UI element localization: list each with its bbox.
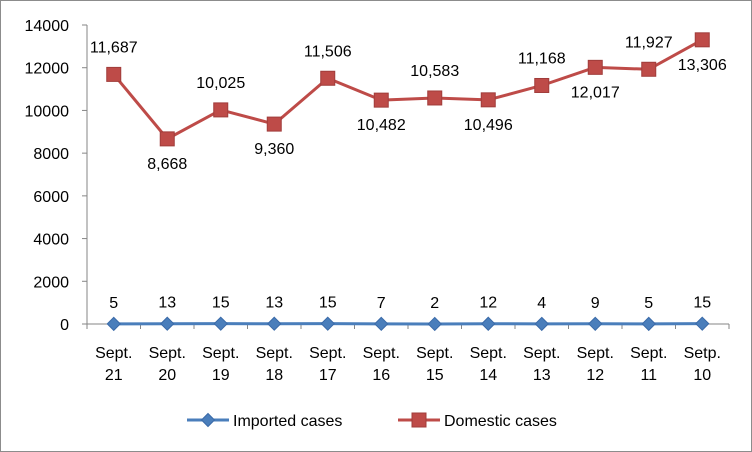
- domestic-cases-series: 11,687 8,668 10,025 9,360 11,506 10,482 10,583…: [90, 32, 727, 173]
- legend: Imported cases Domestic cases: [187, 412, 557, 430]
- legend-label: Domestic cases: [444, 413, 557, 430]
- y-tick-label: 14000: [25, 18, 70, 35]
- y-tick-label: 0: [60, 317, 69, 334]
- data-label: 5: [644, 295, 653, 312]
- data-point: [160, 316, 175, 331]
- x-tick-label: Sept. 21: [95, 345, 132, 384]
- data-point: [641, 61, 657, 77]
- imported-cases-series: 5 13 15 13 15 7 2 12 4 9 5 15: [106, 295, 711, 332]
- data-label: 10,583: [410, 63, 459, 80]
- data-point: [694, 32, 710, 48]
- data-label: 11,687: [90, 39, 138, 56]
- y-tick-label: 2000: [33, 274, 69, 291]
- x-tick-label: Sept. 18: [256, 345, 293, 384]
- y-tick-label: 12000: [25, 61, 70, 78]
- data-point: [480, 92, 496, 108]
- data-label: 10,496: [464, 117, 513, 134]
- data-point: [213, 102, 229, 118]
- data-label: 9,360: [254, 141, 294, 158]
- x-tick-label: Sept. 20: [149, 345, 186, 384]
- x-tick-label: Sept. 17: [309, 345, 346, 384]
- data-point: [374, 316, 389, 332]
- x-tick-label: Sept. 12: [577, 345, 614, 384]
- data-point: [106, 66, 122, 82]
- x-axis: Sept. 21 Sept. 20 Sept. 19 Sept. 18 Sept. 17 Sept.…: [86, 323, 730, 384]
- data-point: [534, 316, 549, 332]
- data-point: [534, 77, 550, 93]
- data-point: [320, 70, 336, 86]
- y-tick-label: 8000: [33, 146, 69, 163]
- data-point: [588, 316, 603, 332]
- legend-item: Domestic cases: [398, 412, 557, 430]
- data-label: 9: [591, 295, 600, 312]
- data-label: 12,017: [571, 84, 620, 101]
- data-point: [266, 116, 282, 132]
- x-tick-label: Sept. 19: [202, 345, 239, 384]
- data-point: [695, 316, 710, 331]
- x-tick-label: Sept. 16: [363, 345, 400, 384]
- data-label: 13,306: [678, 57, 727, 74]
- data-label: 4: [537, 295, 546, 312]
- data-label: 11,927: [625, 34, 673, 51]
- data-label: 2: [430, 295, 439, 312]
- x-tick-label: Sept. 15: [416, 345, 453, 384]
- data-point: [159, 131, 175, 147]
- data-label: 8,668: [147, 156, 187, 173]
- y-tick-label: 6000: [33, 189, 69, 206]
- data-point: [641, 316, 656, 332]
- data-label: 15: [212, 295, 230, 312]
- data-label: 12: [479, 295, 497, 312]
- x-tick-label: Sept. 11: [630, 345, 667, 384]
- series-layer: 5 13 15 13 15 7 2 12 4 9 5 15 11,687 8,668 10,025 9,360…: [90, 32, 727, 332]
- x-tick-label: Sept. 13: [523, 345, 560, 384]
- data-point: [481, 316, 496, 331]
- data-label: 10,025: [196, 75, 245, 92]
- x-tick-label: Setp. 10: [684, 345, 721, 384]
- diamond-marker-icon: [200, 412, 216, 428]
- y-tick-label: 4000: [33, 232, 69, 249]
- data-point: [427, 90, 443, 106]
- data-point: [427, 316, 442, 332]
- y-axis: 0 2000 4000 6000 8000 10000 12000 14000: [25, 18, 88, 334]
- data-label: 13: [158, 295, 176, 312]
- data-point: [267, 316, 282, 331]
- data-label: 7: [377, 295, 386, 312]
- data-point: [213, 316, 228, 331]
- data-label: 15: [693, 295, 711, 312]
- series-line: [112, 38, 703, 141]
- data-label: 10,482: [357, 117, 406, 134]
- data-point: [106, 316, 121, 332]
- x-tick-label: Sept. 14: [470, 345, 507, 384]
- data-label: 11,168: [518, 50, 566, 67]
- data-label: 13: [265, 295, 283, 312]
- y-tick-label: 10000: [25, 103, 70, 120]
- data-label: 11,506: [304, 43, 352, 60]
- data-point: [587, 59, 603, 75]
- square-marker-icon: [411, 412, 427, 428]
- legend-item: Imported cases: [187, 412, 342, 430]
- legend-label: Imported cases: [233, 413, 342, 430]
- data-label: 15: [319, 295, 337, 312]
- data-point: [320, 316, 335, 331]
- data-label: 5: [109, 295, 118, 312]
- data-point: [373, 92, 389, 108]
